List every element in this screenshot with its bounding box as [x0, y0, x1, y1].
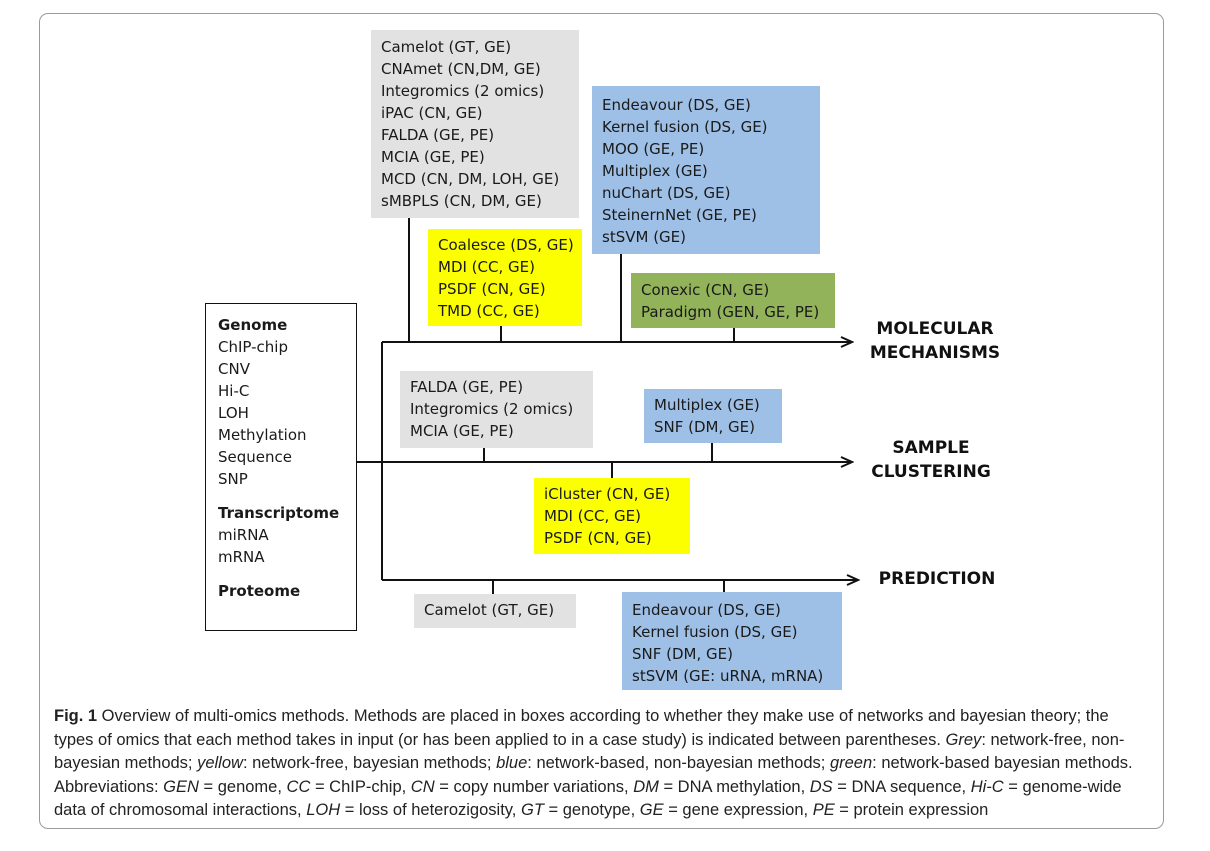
method-item: CNAmet (CN,DM, GE) [381, 60, 541, 78]
caption-term: yellow [197, 754, 243, 772]
caption-term: green [829, 754, 873, 772]
caption-body: Overview of multi-omics methods. Methods… [54, 707, 1133, 819]
label-molecular-mechanisms: MOLECULAR MECHANISMS [862, 317, 1008, 365]
sc-blue-box: Multiplex (GE) SNF (DM, GE) [644, 389, 782, 443]
omics-heading-transcriptome: Transcriptome [218, 504, 340, 522]
caption-text: = protein expression [834, 801, 989, 819]
figure-caption: Fig. 1 Overview of multi-omics methods. … [54, 705, 1149, 823]
caption-term: GEN [163, 777, 199, 796]
method-item: MCD (CN, DM, LOH, GE) [381, 170, 560, 188]
caption-term: GE [639, 801, 664, 819]
mm-green-box: Conexic (CN, GE) Paradigm (GEN, GE, PE) [631, 273, 835, 328]
label-line: PREDICTION [878, 569, 996, 589]
omics-item: mRNA [218, 548, 265, 566]
method-item: Camelot (GT, GE) [381, 38, 512, 56]
caption-figure-label: Fig. 1 [54, 707, 98, 725]
sc-yellow-box: iCluster (CN, GE) MDI (CC, GE) PSDF (CN,… [534, 478, 690, 554]
caption-term: GT [520, 801, 544, 819]
label-line: MOLECULAR [876, 319, 994, 339]
omics-item: SNP [218, 470, 248, 488]
method-item: SteinernNet (GE, PE) [602, 206, 757, 224]
mm-blue-box: Endeavour (DS, GE) Kernel fusion (DS, GE… [592, 86, 820, 254]
omics-heading-proteome: Proteome [218, 582, 301, 600]
method-item: MCIA (GE, PE) [410, 422, 514, 440]
figure-frame [39, 13, 1164, 829]
method-item: PSDF (CN, GE) [438, 280, 546, 298]
method-item: Kernel fusion (DS, GE) [602, 118, 768, 136]
caption-term: Grey [945, 730, 982, 749]
caption-text: = loss of heterozigosity, [340, 801, 521, 819]
caption-term: DS [809, 777, 833, 796]
omics-item: Sequence [218, 448, 292, 466]
caption-text: = copy number variations, [434, 777, 634, 796]
caption-term: CN [410, 777, 435, 796]
label-line: SAMPLE [892, 438, 970, 458]
method-item: SNF (DM, GE) [632, 645, 733, 663]
caption-text: = genome, [198, 777, 287, 796]
method-item: PSDF (CN, GE) [544, 529, 652, 547]
pr-blue-box: Endeavour (DS, GE) Kernel fusion (DS, GE… [622, 592, 842, 690]
method-item: Multiplex (GE) [602, 162, 708, 180]
caption-text: = genotype, [543, 801, 640, 819]
method-item: FALDA (GE, PE) [410, 378, 524, 396]
omics-item: ChIP-chip [218, 338, 288, 356]
method-item: Kernel fusion (DS, GE) [632, 623, 798, 641]
caption-text: = genome-wide data of chromosomal intera… [54, 777, 1122, 820]
method-item: SNF (DM, GE) [654, 418, 755, 436]
method-item: MDI (CC, GE) [544, 507, 641, 525]
omics-item: miRNA [218, 526, 269, 544]
omics-item: CNV [218, 360, 250, 378]
caption-term: PE [812, 801, 835, 819]
omics-item: LOH [218, 404, 249, 422]
mm-grey-box: Camelot (GT, GE) CNAmet (CN,DM, GE) Inte… [371, 30, 579, 218]
caption-text: = ChIP-chip, [310, 777, 411, 796]
label-sample-clustering: SAMPLE CLUSTERING [862, 436, 1000, 484]
method-item: FALDA (GE, PE) [381, 126, 495, 144]
caption-text: = DNA methylation, [658, 777, 810, 796]
omics-item: Hi-C [218, 382, 250, 400]
caption-term: blue [496, 754, 528, 772]
method-item: Camelot (GT, GE) [424, 601, 555, 619]
caption-text: : network-based, non-bayesian methods; [527, 754, 830, 772]
method-item: Conexic (CN, GE) [641, 281, 770, 299]
caption-term: CC [286, 777, 311, 796]
caption-text: = gene expression, [663, 801, 813, 819]
method-item: Endeavour (DS, GE) [632, 601, 781, 619]
method-item: MCIA (GE, PE) [381, 148, 485, 166]
method-item: TMD (CC, GE) [438, 302, 540, 320]
method-item: stSVM (GE) [602, 228, 686, 246]
omics-heading-genome: Genome [218, 316, 288, 334]
method-item: Multiplex (GE) [654, 396, 760, 414]
caption-text: = DNA sequence, [832, 777, 971, 796]
caption-term: LOH [306, 801, 341, 819]
omics-input-box: Genome ChIP-chip CNV Hi-C LOH Methylatio… [205, 303, 357, 631]
label-prediction: PREDICTION [872, 567, 1002, 591]
caption-text: : network-free, non-bayesian methods; [54, 730, 1125, 773]
method-item: Coalesce (DS, GE) [438, 236, 574, 254]
method-item: Paradigm (GEN, GE, PE) [641, 303, 820, 321]
method-item: MOO (GE, PE) [602, 140, 705, 158]
mm-yellow-box: Coalesce (DS, GE) MDI (CC, GE) PSDF (CN,… [428, 229, 582, 326]
method-item: stSVM (GE: uRNA, mRNA) [632, 667, 824, 685]
method-item: Integromics (2 omics) [410, 400, 574, 418]
method-item: iPAC (CN, GE) [381, 104, 483, 122]
caption-text: Overview of multi-omics methods. Methods… [54, 707, 1109, 749]
caption-text: : network-based bayesian methods. Abbrev… [54, 754, 1133, 796]
caption-text: : network-free, bayesian methods; [242, 754, 497, 772]
pr-grey-box: Camelot (GT, GE) [414, 594, 576, 628]
caption-term: Hi-C [970, 777, 1004, 796]
sc-grey-box: FALDA (GE, PE) Integromics (2 omics) MCI… [400, 371, 593, 448]
label-line: CLUSTERING [871, 462, 991, 482]
method-item: nuChart (DS, GE) [602, 184, 731, 202]
diagram-lines [357, 218, 1210, 594]
method-item: Integromics (2 omics) [381, 82, 545, 100]
omics-item: Methylation [218, 426, 307, 444]
method-item: MDI (CC, GE) [438, 258, 535, 276]
label-line: MECHANISMS [869, 343, 1001, 363]
method-item: iCluster (CN, GE) [544, 485, 671, 503]
caption-term: DM [633, 777, 659, 796]
method-item: sMBPLS (CN, DM, GE) [381, 192, 542, 210]
method-item: Endeavour (DS, GE) [602, 96, 751, 114]
